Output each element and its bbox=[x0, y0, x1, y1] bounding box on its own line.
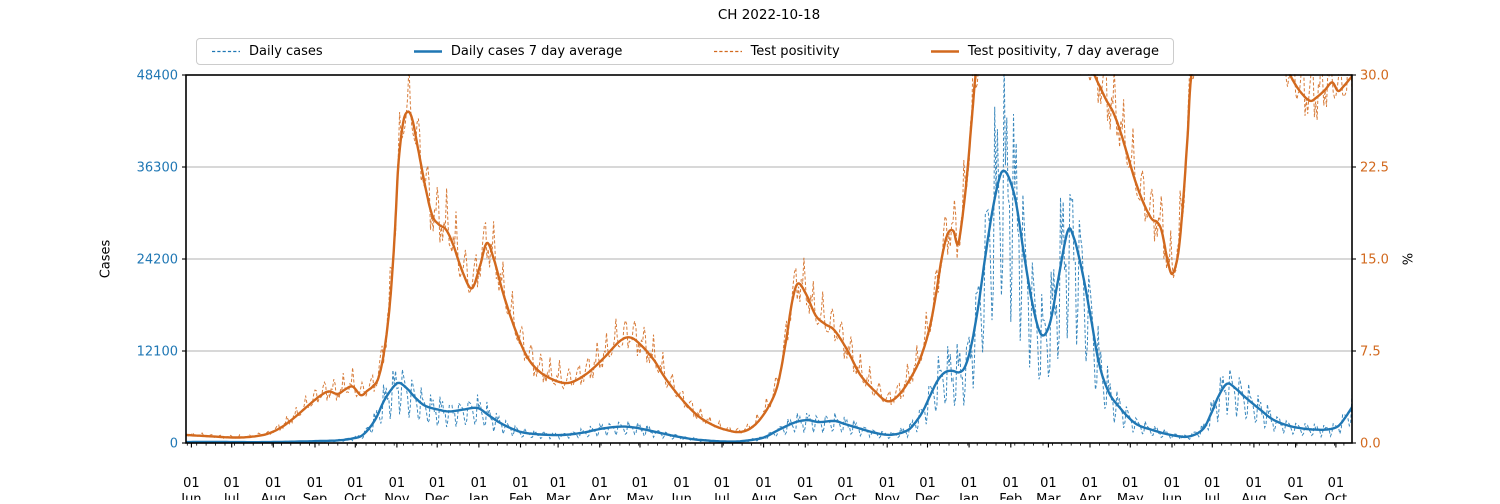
x-tick-label-day: 01 bbox=[1246, 476, 1263, 491]
x-tick-label-day: 01 bbox=[755, 476, 772, 491]
x-tick-label-day: 01 bbox=[1003, 476, 1020, 491]
x-tick-label-month: Jul bbox=[713, 492, 730, 500]
x-tick-label-month: Dec bbox=[915, 492, 940, 500]
x-tick-label-day: 01 bbox=[879, 476, 896, 491]
x-tick-label-day: 01 bbox=[1082, 476, 1099, 491]
series-3-line bbox=[186, 74, 1352, 439]
x-tick-label-month: Jan bbox=[468, 492, 489, 500]
x-tick-label-day: 01 bbox=[837, 476, 854, 491]
x-tick-label-month: May bbox=[1117, 492, 1144, 500]
x-tick-label-day: 01 bbox=[347, 476, 364, 491]
legend-item-test-positivity: Test positivity bbox=[713, 44, 840, 59]
x-tick-label-month: Oct bbox=[1325, 492, 1347, 500]
x-tick-label-day: 01 bbox=[1040, 476, 1057, 491]
x-tick-label-day: 01 bbox=[223, 476, 240, 491]
x-tick-label-month: Sep bbox=[303, 492, 328, 500]
chart-legend: Daily cases Daily cases 7 day average Te… bbox=[196, 38, 1174, 65]
x-tick-label-month: Feb bbox=[999, 492, 1022, 500]
x-tick-label-day: 01 bbox=[797, 476, 814, 491]
x-tick-label-day: 01 bbox=[550, 476, 567, 491]
x-tick-label-month: Jun bbox=[180, 492, 201, 500]
legend-dashed-blue-line-icon bbox=[212, 50, 240, 53]
x-tick-label-month: Aug bbox=[1241, 492, 1266, 500]
x-tick-label-month: Jun bbox=[1161, 492, 1182, 500]
x-tick-label-day: 01 bbox=[183, 476, 200, 491]
y-left-tick-label: 48400 bbox=[137, 69, 178, 84]
y-left-tick-label: 24200 bbox=[137, 253, 178, 268]
legend-solid-orange-line-icon bbox=[930, 50, 959, 53]
x-tick-label-day: 01 bbox=[714, 476, 731, 491]
x-tick-label-month: Jun bbox=[671, 492, 692, 500]
plot-frame bbox=[185, 74, 1353, 444]
x-tick-label-day: 01 bbox=[1122, 476, 1139, 491]
x-tick-label-month: Nov bbox=[875, 492, 901, 500]
x-tick-label-day: 01 bbox=[1204, 476, 1221, 491]
y-axis-label-percent: % bbox=[1398, 252, 1414, 266]
x-tick-label-day: 01 bbox=[673, 476, 690, 491]
y-right-tick-label: 7.5 bbox=[1360, 345, 1381, 360]
x-tick-label-month: Mar bbox=[546, 492, 571, 500]
x-tick-label-month: Jan bbox=[958, 492, 979, 500]
x-tick-label-month: Feb bbox=[509, 492, 532, 500]
x-tick-label-month: Jul bbox=[223, 492, 240, 500]
legend-dashed-orange-line-icon bbox=[713, 50, 742, 53]
x-tick-label-day: 01 bbox=[471, 476, 488, 491]
legend-item-daily-cases: Daily cases bbox=[211, 44, 323, 59]
legend-label: Daily cases bbox=[249, 44, 323, 59]
x-tick-label-day: 01 bbox=[512, 476, 529, 491]
y-left-tick-label: 36300 bbox=[137, 161, 178, 176]
series-1-line bbox=[186, 169, 1352, 444]
y-right-tick-label: 22.5 bbox=[1360, 161, 1389, 176]
x-tick-label-month: Jul bbox=[1203, 492, 1220, 500]
x-tick-label-month: Apr bbox=[588, 492, 611, 500]
x-tick-label-day: 01 bbox=[265, 476, 282, 491]
x-tick-label-month: Dec bbox=[425, 492, 450, 500]
x-tick-label-month: Sep bbox=[793, 492, 818, 500]
x-tick-label-day: 01 bbox=[919, 476, 936, 491]
x-tick-label-month: Oct bbox=[344, 492, 366, 500]
chart-title: CH 2022-10-18 bbox=[717, 7, 821, 23]
x-tick-label-day: 01 bbox=[961, 476, 978, 491]
y-right-tick-label: 15.0 bbox=[1360, 253, 1389, 268]
x-tick-label-month: Sep bbox=[1283, 492, 1308, 500]
series-2-line bbox=[186, 74, 1352, 440]
legend-item-daily-cases-avg: Daily cases 7 day average bbox=[413, 44, 622, 59]
x-tick-label-month: Aug bbox=[751, 492, 776, 500]
y-left-tick-label: 0 bbox=[170, 437, 178, 452]
x-tick-label-month: Aug bbox=[261, 492, 286, 500]
legend-solid-blue-line-icon bbox=[413, 50, 442, 53]
x-tick-label-day: 01 bbox=[429, 476, 446, 491]
x-tick-label-month: May bbox=[627, 492, 654, 500]
x-tick-label-month: Nov bbox=[384, 492, 410, 500]
x-tick-label-day: 01 bbox=[591, 476, 608, 491]
legend-label: Test positivity bbox=[750, 44, 840, 59]
series-0-line bbox=[186, 74, 1352, 444]
x-tick-label-month: Apr bbox=[1079, 492, 1102, 500]
x-tick-label-day: 01 bbox=[1328, 476, 1345, 491]
x-tick-label-day: 01 bbox=[632, 476, 649, 491]
legend-label: Test positivity, 7 day average bbox=[967, 44, 1159, 59]
x-tick-label-month: Mar bbox=[1036, 492, 1061, 500]
x-tick-label-day: 01 bbox=[1164, 476, 1181, 491]
legend-item-test-positivity-avg: Test positivity, 7 day average bbox=[930, 44, 1159, 59]
y-left-tick-label: 12100 bbox=[137, 345, 178, 360]
legend-label: Daily cases 7 day average bbox=[450, 44, 623, 59]
y-axis-label-cases: Cases bbox=[98, 239, 114, 279]
y-right-tick-label: 0.0 bbox=[1360, 437, 1381, 452]
x-tick-label-day: 01 bbox=[307, 476, 324, 491]
x-tick-label-day: 01 bbox=[1287, 476, 1304, 491]
x-tick-label-month: Oct bbox=[834, 492, 856, 500]
x-tick-label-day: 01 bbox=[389, 476, 406, 491]
y-right-tick-label: 30.0 bbox=[1360, 69, 1389, 84]
